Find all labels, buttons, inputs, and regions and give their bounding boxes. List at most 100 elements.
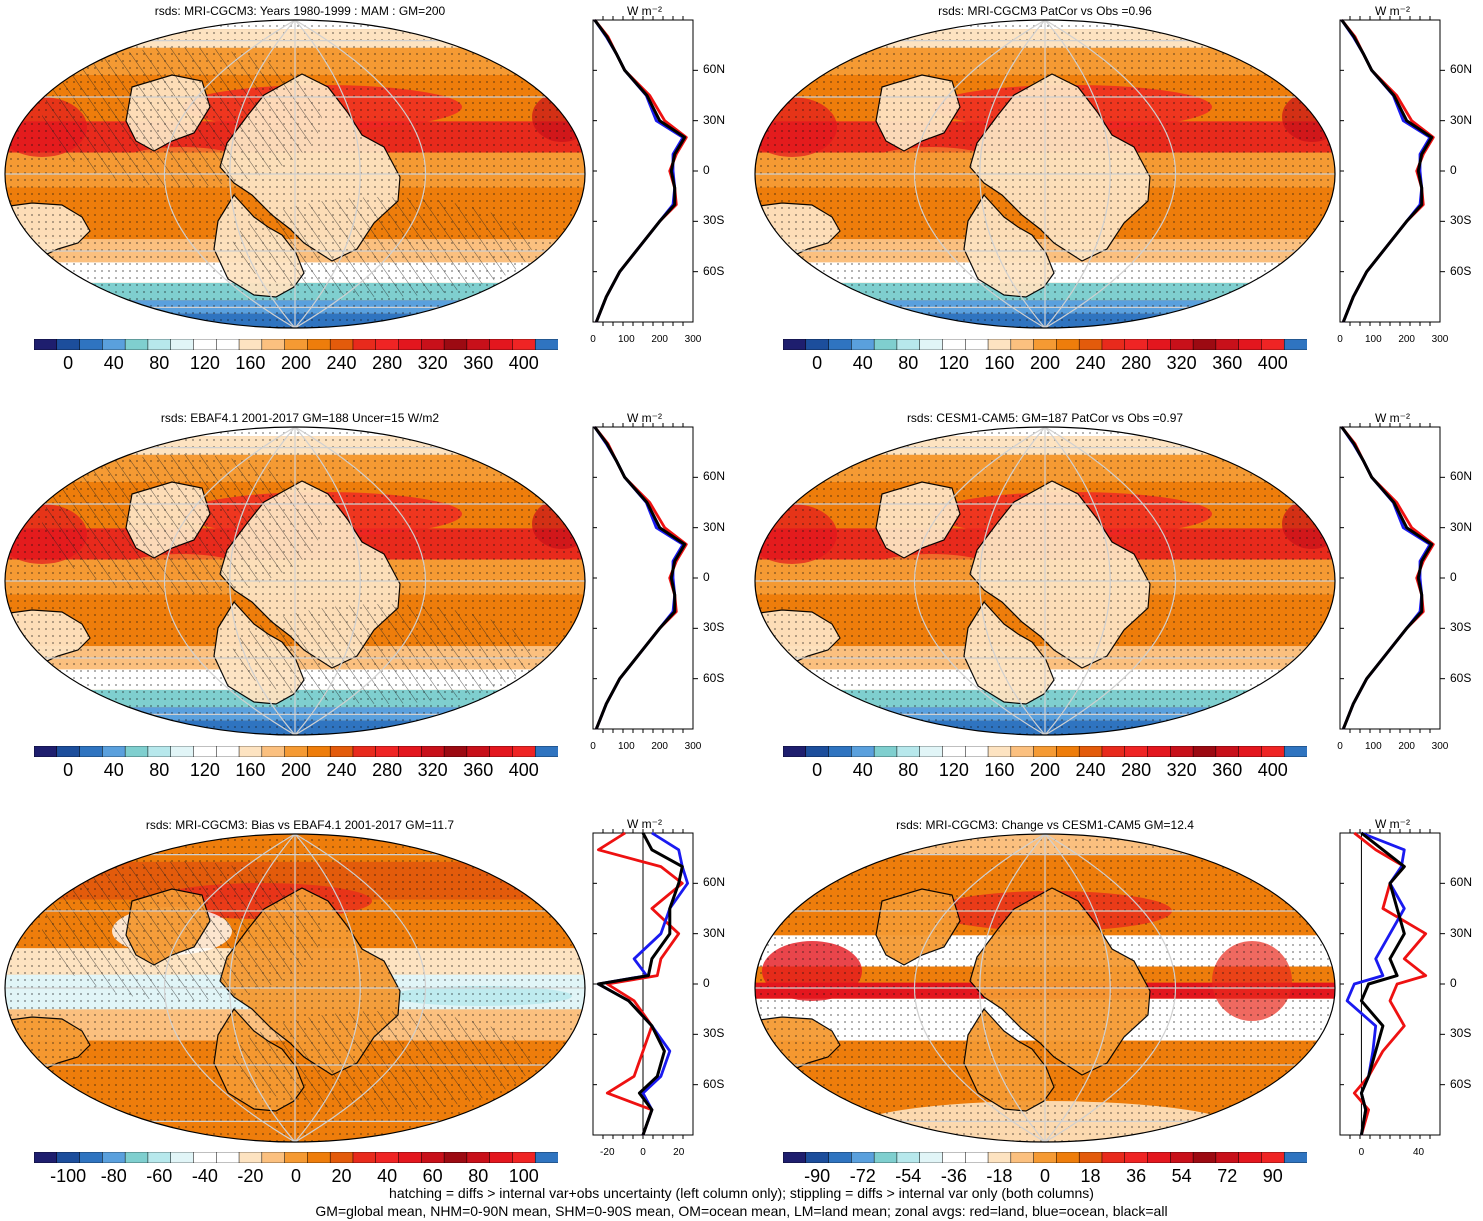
colorbar-tick-label: 240 (326, 353, 357, 373)
colorbar-tick-label: 120 (938, 760, 969, 780)
profile-x-tick-label: 0 (640, 1147, 646, 1158)
latitude-label: 60N (703, 62, 726, 77)
colorbar-tick-label: 80 (898, 760, 919, 780)
colorbar-tick-label: 20 (331, 1166, 352, 1186)
colorbar-tick-label: 40 (103, 353, 124, 373)
colorbar-tick-label: 360 (1212, 760, 1243, 780)
panel-4-title: rsds: CESM1-CAM5: GM=187 PatCor vs Obs =… (906, 411, 1184, 425)
colorbar-tick-label: 320 (1166, 760, 1197, 780)
latitude-label: 30S (703, 213, 725, 228)
profile-line-all (593, 19, 687, 323)
latitude-label: 60S (1450, 263, 1472, 278)
colorbar-tick-label: 0 (1039, 1166, 1051, 1186)
latitude-label: 0 (703, 570, 710, 584)
profile-x-tick-label: 0 (1337, 741, 1343, 752)
profile-line-all (1340, 426, 1434, 730)
profile-x-tick-label: 200 (651, 334, 668, 345)
profile-unit-label: W m⁻² (627, 4, 662, 18)
colorbar-tick-label: 240 (326, 760, 357, 780)
panel-2-zonal-profile (1339, 16, 1445, 326)
latitude-label: 30N (703, 112, 726, 127)
profile-x-tick-label: 300 (684, 334, 702, 345)
profile-x-tick-label: 40 (1413, 1147, 1425, 1158)
latitude-label: 0 (1450, 976, 1457, 990)
colorbar-tick-label: -18 (986, 1166, 1013, 1186)
panel-3-title: rsds: EBAF4.1 2001-2017 GM=188 Uncer=15 … (160, 411, 440, 425)
latitude-label: 30S (1450, 213, 1472, 228)
profile-line-all (596, 832, 684, 1136)
colorbar-tick-label: 200 (280, 353, 312, 373)
profile-x-tick-label: 200 (651, 741, 668, 752)
profile-unit-label: W m⁻² (627, 817, 662, 831)
colorbar-tick-label: -40 (191, 1166, 218, 1186)
profile-x-tick-label: 200 (1398, 334, 1415, 345)
panel-5-zonal-profile (592, 829, 698, 1139)
colorbar-tick-label: -80 (100, 1166, 127, 1186)
colorbar-tick-label: 36 (1126, 1166, 1147, 1186)
latitude-label: 30S (703, 620, 725, 635)
colorbar-tick-label: 40 (103, 760, 124, 780)
profile-line-all (1340, 19, 1434, 323)
profile-x-tick-label: 300 (1431, 741, 1449, 752)
colorbar-tick-label: 240 (1075, 760, 1106, 780)
panel-6-title: rsds: MRI-CGCM3: Change vs CESM1-CAM5 GM… (896, 818, 1194, 832)
colorbar-tick-label: 72 (1217, 1166, 1238, 1186)
panel-2-title: rsds: MRI-CGCM3 PatCor vs Obs =0.96 (938, 4, 1152, 18)
profile-x-tick-label: 100 (617, 334, 635, 345)
colorbar-tick-label: 160 (235, 760, 266, 780)
colorbar-tick-label: 280 (1121, 760, 1152, 780)
colorbar-tick-label: 100 (508, 1166, 539, 1186)
colorbar-tick-label: -20 (237, 1166, 264, 1186)
profile-x-tick-label: 200 (1398, 741, 1415, 752)
colorbar-tick-label: 60 (422, 1166, 443, 1186)
panel-2-map (754, 19, 1336, 329)
latitude-label: 30N (703, 519, 726, 534)
latitude-label: 30N (1450, 925, 1473, 940)
colorbar-tick-label: 90 (1262, 1166, 1283, 1186)
colorbar-tick-label: 200 (280, 760, 312, 780)
latitude-label: 30S (1450, 620, 1472, 635)
profile-x-tick-label: 20 (673, 1147, 685, 1158)
latitude-label: 30N (1450, 112, 1473, 127)
colorbar-tick-label: 400 (1257, 760, 1288, 780)
panel-1-title: rsds: MRI-CGCM3: Years 1980-1999 : MAM :… (154, 4, 446, 18)
panel-3-map (4, 426, 586, 736)
latitude-label: 30S (1450, 1026, 1472, 1041)
latitude-label: 60S (703, 1076, 725, 1091)
colorbar-tick-label: 400 (508, 760, 539, 780)
colorbar-tick-label: 280 (1121, 353, 1152, 373)
panel-5-map (4, 833, 586, 1143)
colorbar-tick-label: 0 (812, 760, 823, 780)
latitude-label: 30N (1450, 519, 1473, 534)
profile-line-all (593, 426, 687, 730)
panel-4-colorbar (783, 746, 1307, 757)
colorbar-tick-label: 0 (290, 1166, 302, 1186)
colorbar-tick-label: 240 (1075, 353, 1106, 373)
colorbar-tick-label: 80 (898, 353, 919, 373)
colorbar-tick-label: 80 (149, 760, 170, 780)
profile-x-tick-label: 300 (1431, 334, 1449, 345)
latitude-label: 30N (703, 925, 726, 940)
latitude-label: 60S (1450, 670, 1472, 685)
latitude-label: 60S (703, 670, 725, 685)
latitude-label: 0 (703, 976, 710, 990)
colorbar-tick-label: 80 (468, 1166, 489, 1186)
colorbar-tick-label: 360 (1212, 353, 1243, 373)
panel-3-colorbar (34, 746, 558, 757)
colorbar-tick-label: 280 (372, 353, 403, 373)
colorbar-tick-label: 160 (235, 353, 266, 373)
latitude-label: 0 (1450, 163, 1457, 177)
panel-4-map (754, 426, 1336, 736)
colorbar-tick-label: 0 (63, 760, 74, 780)
colorbar-tick-label: 400 (508, 353, 539, 373)
panel-6-zonal-profile (1339, 829, 1445, 1139)
colorbar-tick-label: 120 (189, 760, 220, 780)
colorbar-tick-label: 400 (1257, 353, 1288, 373)
profile-unit-label: W m⁻² (627, 411, 662, 425)
panel-3-zonal-profile (592, 423, 698, 733)
panel-1-colorbar (34, 339, 558, 350)
colorbar-tick-label: 320 (417, 353, 448, 373)
latitude-label: 0 (703, 163, 710, 177)
colorbar-tick-label: 200 (1029, 760, 1061, 780)
colorbar-tick-label: -100 (50, 1166, 87, 1186)
